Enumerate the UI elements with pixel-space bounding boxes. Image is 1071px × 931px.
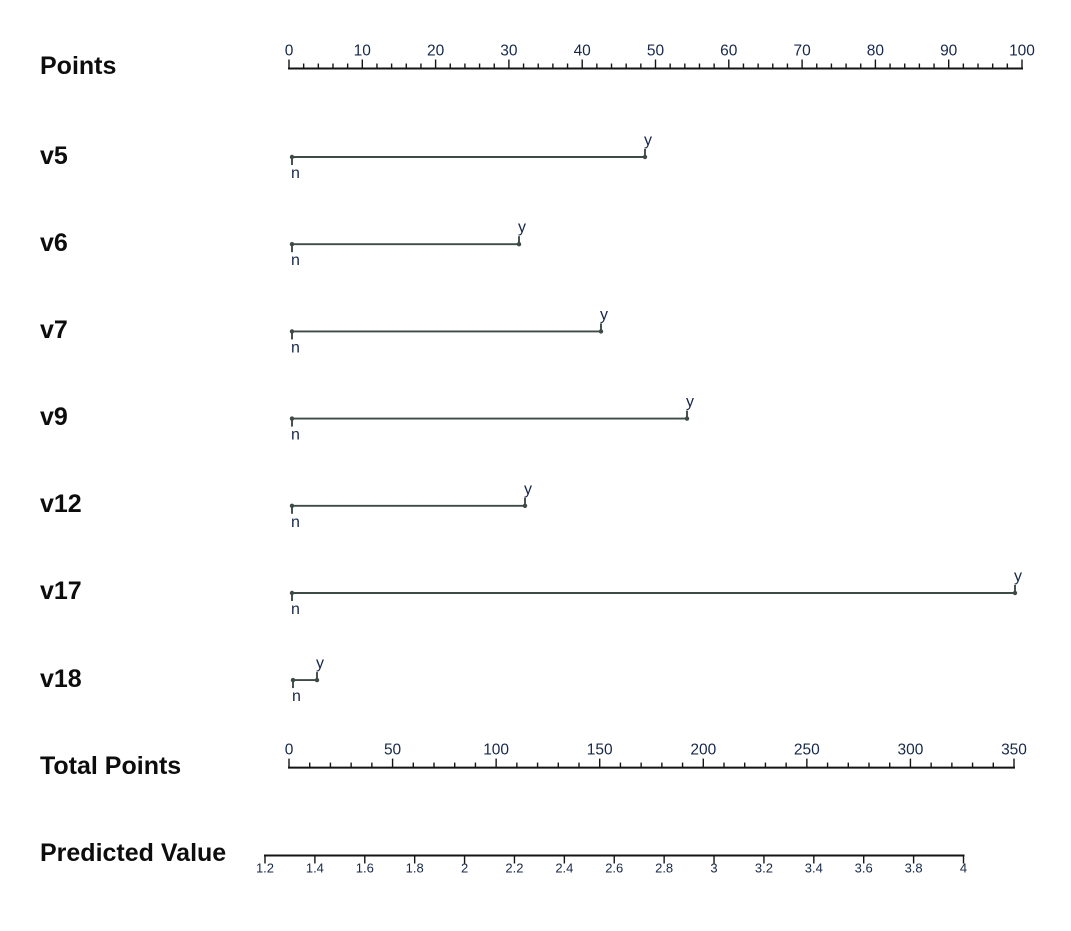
- svg-text:3.6: 3.6: [855, 861, 873, 876]
- svg-text:90: 90: [940, 43, 958, 60]
- svg-text:y: y: [600, 306, 608, 323]
- svg-text:y: y: [686, 394, 694, 411]
- svg-text:2.6: 2.6: [605, 861, 623, 876]
- svg-text:2.2: 2.2: [505, 861, 523, 876]
- svg-text:3.4: 3.4: [805, 861, 823, 876]
- svg-text:y: y: [644, 132, 652, 149]
- svg-text:1.6: 1.6: [356, 861, 374, 876]
- svg-text:80: 80: [867, 43, 885, 60]
- svg-text:y: y: [524, 481, 532, 498]
- svg-text:y: y: [518, 219, 526, 236]
- svg-text:n: n: [291, 165, 300, 182]
- svg-text:n: n: [291, 514, 300, 531]
- svg-text:350: 350: [1001, 742, 1027, 759]
- svg-text:y: y: [1014, 568, 1022, 585]
- svg-text:40: 40: [574, 43, 592, 60]
- svg-text:2.8: 2.8: [655, 861, 673, 876]
- svg-text:1.4: 1.4: [306, 861, 324, 876]
- svg-text:n: n: [291, 601, 300, 618]
- svg-text:3: 3: [710, 861, 717, 876]
- svg-text:100: 100: [1009, 43, 1035, 60]
- svg-text:100: 100: [483, 742, 509, 759]
- svg-text:3.8: 3.8: [905, 861, 923, 876]
- svg-text:2.4: 2.4: [555, 861, 573, 876]
- svg-text:0: 0: [285, 742, 294, 759]
- svg-text:50: 50: [384, 742, 402, 759]
- svg-text:1.8: 1.8: [406, 861, 424, 876]
- svg-text:10: 10: [354, 43, 372, 60]
- svg-text:n: n: [291, 252, 300, 269]
- svg-text:50: 50: [647, 43, 665, 60]
- svg-text:4: 4: [960, 861, 967, 876]
- svg-text:150: 150: [587, 742, 613, 759]
- svg-text:2: 2: [461, 861, 468, 876]
- svg-text:y: y: [316, 655, 324, 672]
- svg-text:1.2: 1.2: [256, 861, 274, 876]
- svg-text:70: 70: [793, 43, 811, 60]
- svg-text:20: 20: [427, 43, 445, 60]
- svg-text:300: 300: [897, 742, 923, 759]
- svg-text:250: 250: [794, 742, 820, 759]
- svg-text:n: n: [291, 427, 300, 444]
- svg-text:n: n: [292, 688, 301, 705]
- svg-text:60: 60: [720, 43, 738, 60]
- svg-text:30: 30: [500, 43, 518, 60]
- svg-text:n: n: [291, 339, 300, 356]
- svg-text:0: 0: [285, 43, 294, 60]
- svg-text:200: 200: [690, 742, 716, 759]
- svg-text:3.2: 3.2: [755, 861, 773, 876]
